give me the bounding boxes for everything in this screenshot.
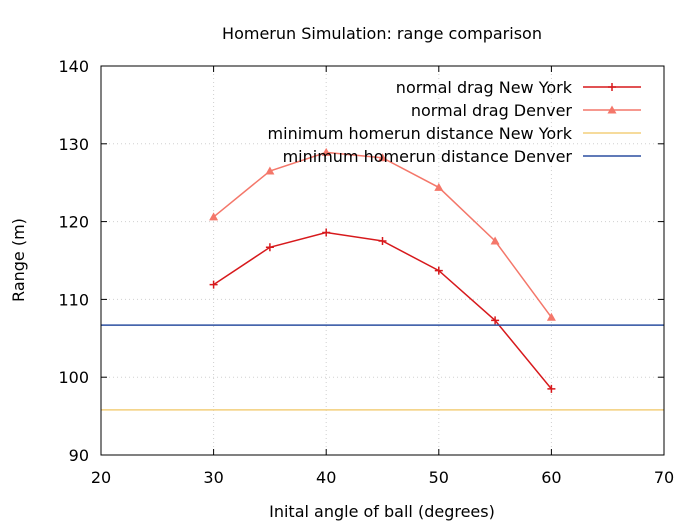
legend-item-3: minimum homerun distance New York	[268, 124, 641, 143]
legend-label: minimum homerun distance Denver	[283, 147, 573, 166]
y-tick-label: 90	[69, 446, 89, 465]
series-1-point	[547, 384, 556, 393]
y-tick-label: 100	[58, 368, 89, 387]
chart-title: Homerun Simulation: range comparison	[222, 24, 542, 43]
y-tick-label: 140	[58, 57, 89, 76]
series-2-point	[209, 212, 219, 221]
legend-marker	[608, 83, 616, 91]
legend-label: normal drag Denver	[411, 101, 573, 120]
y-tick-label: 110	[58, 290, 89, 309]
series-1-line	[213, 231, 552, 390]
y-tick-label: 120	[58, 213, 89, 232]
series-2-point	[490, 236, 500, 245]
series-2-point	[434, 182, 444, 191]
x-tick-label: 40	[316, 468, 336, 487]
x-tick-label: 20	[91, 468, 111, 487]
series-1-point	[209, 280, 218, 289]
y-axis-label: Range (m)	[9, 218, 28, 302]
series-1-point	[378, 237, 387, 246]
legend: normal drag New York normal drag Denver mi…	[268, 78, 641, 166]
series-2-line	[213, 151, 553, 318]
x-tick-label: 30	[203, 468, 223, 487]
series-1-point	[265, 243, 274, 252]
legend-item-2: normal drag Denver	[411, 101, 641, 120]
legend-label: minimum homerun distance New York	[268, 124, 573, 143]
x-tick-label: 70	[654, 468, 674, 487]
series-1-point	[491, 316, 500, 325]
series-2-point	[265, 166, 275, 175]
y-tick-label: 130	[58, 135, 89, 154]
series-2-point	[378, 153, 387, 162]
series-1-point	[322, 228, 331, 237]
legend-item-4: minimum homerun distance Denver	[283, 147, 641, 166]
legend-marker	[607, 105, 617, 114]
series-layer	[101, 147, 664, 411]
series-2-point	[546, 312, 556, 321]
series-1-point	[434, 266, 443, 275]
plot-frame	[100, 65, 665, 456]
series-2-point	[321, 147, 331, 156]
x-axis-label: Inital angle of ball (degrees)	[269, 502, 495, 521]
axis-ticks: 20 30 40 50 60 70 90 100 110 120 130 140	[58, 57, 674, 487]
x-tick-label: 50	[429, 468, 449, 487]
legend-item-1: normal drag New York	[396, 78, 641, 97]
legend-label: normal drag New York	[396, 78, 573, 97]
x-tick-label: 60	[541, 468, 561, 487]
